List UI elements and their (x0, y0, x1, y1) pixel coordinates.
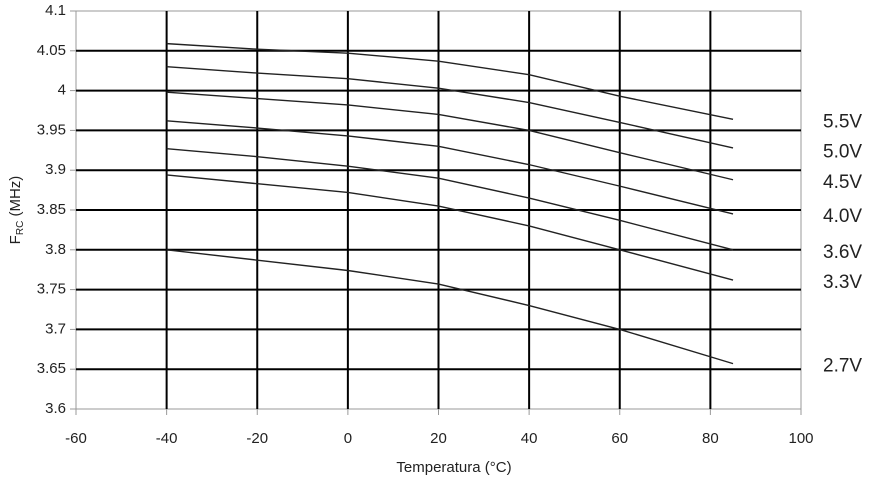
y-tick-label: 3.85 (37, 201, 66, 218)
y-tick-label: 3.65 (37, 360, 66, 377)
legend-label: 3.3V (823, 272, 862, 293)
legend-label: 5.0V (823, 141, 862, 162)
series-line (166, 174, 734, 281)
series-line (166, 42, 734, 120)
y-axis-label: FRC (MHz) (7, 176, 26, 245)
legend-label: 4.5V (823, 172, 862, 193)
y-tick-label: 3.9 (45, 161, 66, 178)
legend-label: 3.6V (823, 242, 862, 263)
legend-label: 2.7V (823, 356, 862, 377)
y-tick-label: 4.1 (45, 2, 66, 19)
x-axis-label: Temperatura (°C) (396, 459, 511, 476)
x-tick-label: 60 (611, 430, 628, 447)
legend-label: 5.5V (823, 111, 862, 132)
series-line (166, 66, 734, 149)
x-tick-label: 80 (702, 430, 719, 447)
y-label-main: F (7, 235, 24, 244)
series-line (166, 120, 734, 215)
x-tick-label: 20 (430, 430, 447, 447)
y-tick-label: 3.95 (37, 121, 66, 138)
y-tick-label: 3.7 (45, 320, 66, 337)
x-tick-label: 100 (788, 430, 813, 447)
y-label-sub: RC (15, 221, 26, 235)
y-tick-label: 3.6 (45, 400, 66, 417)
legend-label: 4.0V (823, 206, 862, 227)
series-line (166, 91, 734, 181)
series-line (166, 148, 734, 251)
x-tick-label: -40 (156, 430, 178, 447)
x-tick-label: 0 (344, 430, 352, 447)
y-tick-label: 3.8 (45, 241, 66, 258)
y-label-unit: (MHz) (7, 176, 24, 221)
x-tick-label: -20 (246, 430, 268, 447)
y-tick-label: 4.05 (37, 42, 66, 59)
x-tick-label: 40 (521, 430, 538, 447)
series-line (166, 249, 734, 365)
y-tick-label: 3.75 (37, 281, 66, 298)
x-tick-label: -60 (65, 430, 87, 447)
y-tick-label: 4 (58, 82, 66, 99)
